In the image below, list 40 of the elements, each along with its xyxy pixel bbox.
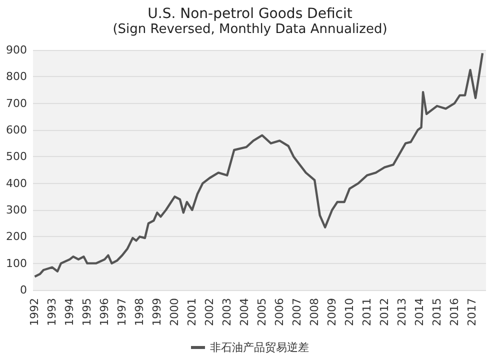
x-tick-label: 1995 bbox=[80, 298, 94, 326]
chart-title: U.S. Non-petrol Goods Deficit bbox=[148, 6, 353, 22]
y-tick-label: 800 bbox=[6, 70, 27, 84]
x-tick-label: 1999 bbox=[150, 298, 164, 326]
x-tick-label: 2014 bbox=[413, 298, 426, 326]
x-tick-label: 2013 bbox=[396, 298, 409, 326]
x-tick-label: 2017 bbox=[466, 298, 479, 326]
x-tick-label: 2003 bbox=[220, 298, 234, 326]
x-tick-label: 1996 bbox=[98, 298, 112, 326]
x-tick-label: 2004 bbox=[238, 298, 252, 326]
x-tick-label: 2015 bbox=[430, 298, 444, 326]
line-series bbox=[34, 52, 484, 278]
x-tick-label: 2002 bbox=[203, 298, 216, 326]
y-tick-label: 300 bbox=[6, 204, 27, 216]
y-tick-label: 600 bbox=[6, 124, 27, 136]
x-tick-label: 2009 bbox=[326, 298, 339, 326]
y-tick-label: 900 bbox=[6, 44, 27, 56]
y-tick-label: 500 bbox=[6, 150, 27, 164]
x-tick-label: 2006 bbox=[273, 298, 286, 326]
legend-label: 非石油产品贸易逆差 bbox=[210, 341, 309, 354]
x-tick-label: 1993 bbox=[46, 298, 59, 326]
y-tick-label: 100 bbox=[6, 256, 27, 270]
x-tick-label: 1992 bbox=[28, 298, 42, 326]
x-tick-label: 2001 bbox=[186, 298, 199, 326]
x-tick-label: 2000 bbox=[168, 298, 182, 326]
x-tick-label: 1997 bbox=[116, 298, 129, 326]
x-tick-label: 2011 bbox=[360, 298, 374, 326]
x-tick-label: 2012 bbox=[378, 298, 392, 326]
x-tick-label: 2016 bbox=[448, 298, 462, 326]
y-tick-label: 700 bbox=[6, 96, 27, 110]
x-tick-label: 1998 bbox=[133, 298, 146, 326]
y-tick-label: 0 bbox=[20, 284, 27, 296]
chart-subtitle: (Sign Reversed, Monthly Data Annualized) bbox=[112, 22, 388, 37]
x-tick-label: 1994 bbox=[63, 298, 76, 326]
x-tick-label: 2010 bbox=[343, 298, 356, 326]
x-tick-label: 2007 bbox=[290, 298, 304, 326]
x-tick-label: 2005 bbox=[256, 298, 269, 326]
x-tick-label: 2008 bbox=[308, 298, 322, 326]
y-tick-label: 200 bbox=[6, 230, 27, 244]
y-tick-label: 400 bbox=[6, 176, 27, 190]
